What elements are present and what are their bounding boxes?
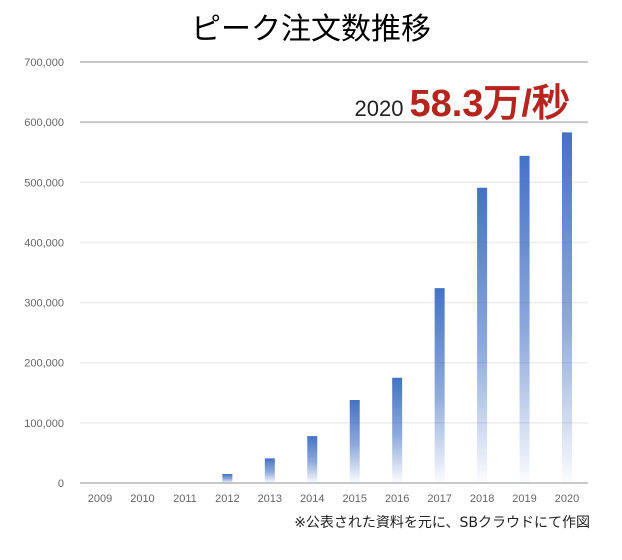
x-tick-label: 2010 [130, 493, 154, 505]
x-tick-label: 2019 [512, 493, 536, 505]
bar-2017 [434, 288, 445, 483]
bar-2020 [562, 132, 572, 484]
x-tick-label: 2017 [427, 493, 451, 505]
source-note: ※公表された資料を元に、SBクラウドにて作図 [294, 515, 590, 531]
bar-2013 [264, 458, 275, 483]
x-tick-label: 2013 [258, 493, 282, 505]
peak-annotation: 2020 58.3万/秒 [355, 72, 570, 127]
x-tick-label: 2014 [300, 493, 324, 505]
y-tick-label: 400,000 [24, 237, 64, 249]
y-tick-label: 500,000 [24, 177, 64, 189]
bar-2016 [392, 377, 403, 483]
bar-2015 [349, 400, 360, 483]
annotation-year: 2020 [354, 96, 404, 121]
bar-2018 [477, 187, 488, 483]
y-tick-label: 100,000 [24, 418, 64, 430]
y-tick-label: 300,000 [24, 298, 64, 310]
y-tick-label: 700,000 [24, 57, 64, 69]
x-tick-label: 2009 [88, 493, 112, 505]
bar-2019 [519, 155, 530, 483]
x-tick-label: 2015 [342, 493, 366, 505]
x-tick-label: 2012 [215, 493, 239, 505]
bar-2014 [307, 436, 318, 483]
x-tick-label: 2011 [173, 493, 197, 505]
y-tick-label: 200,000 [24, 358, 64, 370]
x-tick-label: 2016 [385, 493, 409, 505]
y-tick-label: 0 [58, 478, 64, 490]
y-tick-label: 600,000 [24, 117, 64, 129]
annotation-value: 58.3万/秒 [409, 83, 570, 125]
chart-title: ピーク注文数推移 [191, 12, 431, 47]
x-tick-label: 2020 [555, 493, 579, 505]
bar-2012 [222, 473, 233, 483]
x-tick-label: 2018 [470, 493, 494, 505]
